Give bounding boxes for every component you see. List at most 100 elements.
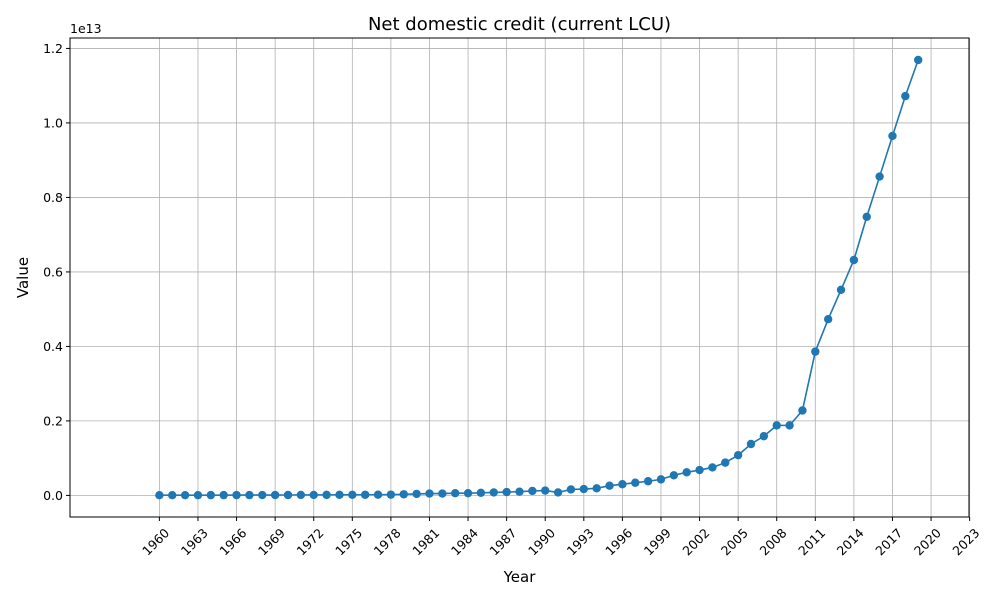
data-point xyxy=(438,489,447,498)
x-tick-label: 1978 xyxy=(371,525,404,558)
data-point xyxy=(180,490,190,500)
data-point xyxy=(785,421,794,430)
data-point xyxy=(155,491,164,500)
x-tick-label: 1969 xyxy=(255,525,288,558)
data-point xyxy=(296,490,306,500)
data-point xyxy=(618,480,627,489)
data-point xyxy=(746,439,756,449)
data-point xyxy=(836,285,846,294)
y-axis-offset-label: 1e13 xyxy=(70,21,102,36)
data-point xyxy=(695,465,704,475)
data-point xyxy=(219,490,228,500)
x-tick-label: 1975 xyxy=(332,525,365,558)
x-tick-label: 1981 xyxy=(409,525,442,558)
data-point xyxy=(322,490,331,500)
data-point xyxy=(811,347,820,356)
x-tick-label: 1996 xyxy=(602,525,635,558)
data-point xyxy=(708,463,717,472)
y-axis-ticks: 0.0 0.2 0.4 0.6 0.8 1.0 1.2 xyxy=(43,41,70,503)
data-point xyxy=(682,468,691,477)
data-point xyxy=(579,484,589,494)
data-point xyxy=(386,490,396,499)
data-point xyxy=(913,55,923,65)
data-point xyxy=(656,475,666,484)
x-tick-label: 1963 xyxy=(178,525,211,558)
x-tick-label: 2011 xyxy=(795,525,828,558)
x-tick-label: 1999 xyxy=(641,525,674,558)
x-tick-label: 1972 xyxy=(294,525,327,558)
data-point xyxy=(669,471,679,480)
data-point xyxy=(373,490,383,499)
x-tick-label: 2008 xyxy=(757,525,790,558)
data-point xyxy=(245,490,254,500)
y-tick-label: 0.2 xyxy=(43,413,63,428)
data-point xyxy=(849,255,859,265)
grid xyxy=(70,38,971,517)
y-tick-label: 0.0 xyxy=(43,488,63,503)
data-point xyxy=(901,91,910,101)
y-tick-label: 0.8 xyxy=(43,190,63,205)
data-point xyxy=(258,490,267,500)
data-point xyxy=(798,406,807,415)
data-point xyxy=(450,488,460,498)
data-point xyxy=(721,458,730,467)
x-tick-label: 1993 xyxy=(564,525,597,558)
series-line xyxy=(159,59,919,497)
y-tick-label: 0.6 xyxy=(43,264,63,279)
x-tick-label: 2014 xyxy=(834,525,867,558)
y-axis-label: Value xyxy=(14,257,32,298)
plot-frame xyxy=(69,37,970,518)
data-point xyxy=(206,490,216,500)
data-point xyxy=(399,490,408,499)
data-point xyxy=(541,486,550,495)
data-point xyxy=(888,131,897,141)
data-point xyxy=(360,490,370,499)
data-point xyxy=(348,490,357,500)
data-point xyxy=(605,481,614,490)
data-point xyxy=(193,490,203,500)
data-point xyxy=(335,490,344,500)
data-point xyxy=(592,484,601,493)
data-point xyxy=(489,488,498,497)
x-tick-label: 1987 xyxy=(486,525,519,558)
data-point xyxy=(425,489,434,498)
x-tick-label: 2023 xyxy=(949,525,982,558)
x-tick-label: 1960 xyxy=(139,525,172,558)
x-tick-label: 2020 xyxy=(911,525,944,558)
y-tick-label: 0.4 xyxy=(43,339,63,354)
data-series xyxy=(155,55,923,500)
x-tick-label: 2005 xyxy=(718,525,751,558)
data-point xyxy=(566,485,576,494)
data-point xyxy=(631,478,640,487)
chart-title: Net domestic credit (current LCU) xyxy=(368,14,671,35)
x-tick-label: 1966 xyxy=(216,525,249,558)
data-point xyxy=(283,490,293,500)
data-point xyxy=(862,212,871,221)
x-tick-label: 1990 xyxy=(525,525,558,558)
data-point xyxy=(875,172,884,181)
data-point xyxy=(515,487,524,496)
x-axis-ticks: 1960 1963 1966 1969 1972 1975 1978 1981 1984 1987… xyxy=(139,517,983,558)
data-point xyxy=(772,421,781,430)
data-point xyxy=(643,477,653,486)
y-tick-label: 1.2 xyxy=(43,41,63,56)
data-point xyxy=(502,487,511,497)
data-point xyxy=(476,488,486,497)
data-point xyxy=(412,489,421,499)
data-point xyxy=(823,315,833,324)
data-point xyxy=(733,450,743,460)
data-point xyxy=(270,490,280,500)
y-tick-label: 1.0 xyxy=(43,115,63,130)
data-point xyxy=(168,491,177,500)
data-point xyxy=(309,490,318,500)
data-point xyxy=(553,488,563,497)
data-point xyxy=(232,490,241,500)
data-point xyxy=(463,488,473,498)
data-point xyxy=(759,431,769,441)
x-tick-label: 2017 xyxy=(872,525,905,558)
data-point xyxy=(528,486,537,496)
x-tick-label: 1984 xyxy=(448,525,481,558)
x-axis-label: Year xyxy=(503,568,537,586)
x-tick-label: 2002 xyxy=(679,525,712,558)
